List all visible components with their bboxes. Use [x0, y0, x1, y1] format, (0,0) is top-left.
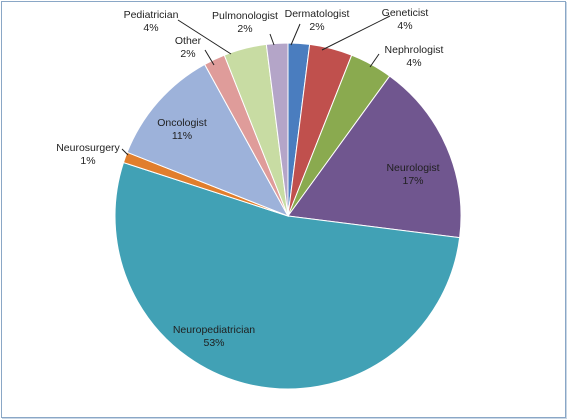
- slice-label: Oncologist 11%: [157, 117, 207, 142]
- slice-label-name: Geneticist: [382, 7, 429, 19]
- leader-line: [321, 15, 391, 51]
- pie-slice-oncologist: [126, 63, 290, 217]
- slice-label-name: Oncologist: [157, 117, 207, 129]
- slice-label-percent: 1%: [80, 155, 95, 167]
- slice-label: Neuropediatrician 53%: [173, 324, 255, 349]
- slice-label-name: Neurologist: [386, 162, 439, 174]
- slice-label-percent: 2%: [237, 23, 252, 35]
- leader-line: [121, 148, 129, 156]
- leader-line: [269, 33, 275, 46]
- slice-label: Nephrologist 4%: [385, 44, 444, 69]
- slice-label-percent: 4%: [406, 57, 421, 69]
- slice-label: Dermatologist 2%: [285, 8, 350, 33]
- slice-label-name: Nephrologist: [385, 44, 444, 56]
- leader-lines: [121, 15, 391, 156]
- leader-line: [290, 23, 301, 46]
- slice-label-name: Neuropediatrician: [173, 324, 255, 336]
- slice-label: Geneticist 4%: [382, 7, 429, 32]
- slice-label: Neurologist 17%: [386, 162, 439, 187]
- slice-label: Pediatrician 4%: [124, 9, 179, 34]
- slice-label-percent: 53%: [203, 337, 224, 349]
- pie-slice-neuropediatrician: [114, 161, 461, 390]
- leader-line: [369, 53, 380, 68]
- pie-slices: [114, 42, 462, 390]
- pie-slice-pulmonologist: [265, 42, 289, 217]
- slice-label: Neurosurgery 1%: [56, 142, 120, 167]
- slice-label-percent: 2%: [180, 48, 195, 60]
- slice-label-percent: 11%: [172, 130, 192, 142]
- slice-label-percent: 2%: [309, 21, 324, 33]
- leader-line: [177, 19, 232, 55]
- slice-label-name: Dermatologist: [285, 8, 350, 20]
- slice-label-percent: 4%: [397, 20, 412, 32]
- leader-line: [204, 49, 215, 66]
- slice-label: Pulmonologist 2%: [212, 10, 278, 35]
- slice-label: Other 2%: [175, 35, 202, 60]
- slice-label-percent: 4%: [143, 22, 158, 34]
- slice-labels: Dermatologist 2%Geneticist 4%Nephrologist 4…: [56, 7, 443, 349]
- slice-label-name: Neurosurgery: [56, 142, 120, 154]
- slice-label-percent: 17%: [402, 175, 423, 187]
- pie-slice-neurologist: [287, 75, 462, 239]
- slice-label-name: Pulmonologist: [212, 10, 278, 22]
- slice-label-name: Pediatrician: [124, 9, 179, 21]
- slice-label-name: Other: [175, 35, 202, 47]
